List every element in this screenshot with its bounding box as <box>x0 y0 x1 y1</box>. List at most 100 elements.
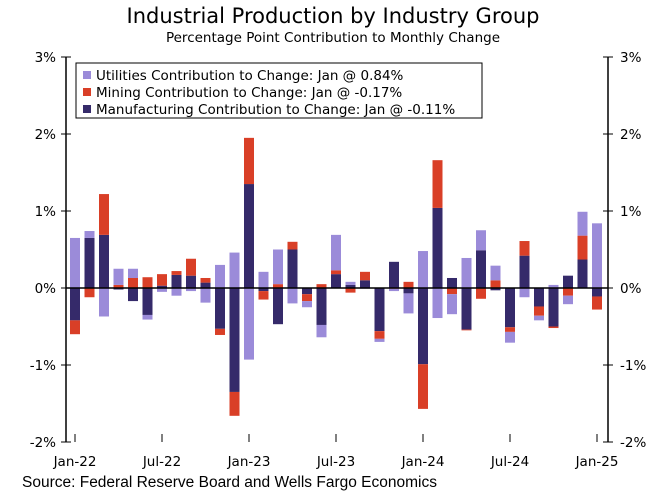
bar-utilities-Jan-22 <box>70 237 80 288</box>
bar-utilities-Oct-24 <box>548 284 559 288</box>
bar-mining-Nov-22 <box>215 328 225 335</box>
bar-manufacturing-Feb-24 <box>432 207 443 288</box>
bar-utilities-May-24 <box>476 230 486 251</box>
right-tick-label: -1% <box>620 358 646 374</box>
bar-manufacturing-Jun-24 <box>490 288 501 291</box>
bar-utilities-Feb-22 <box>84 231 95 238</box>
right-tick-label: 3% <box>620 50 642 66</box>
bar-manufacturing-Dec-22 <box>229 288 240 392</box>
bar-utilities-Mar-23 <box>273 249 283 285</box>
bar-mining-Jun-23 <box>316 284 327 288</box>
bar-manufacturing-Sep-24 <box>534 288 544 307</box>
bar-utilities-Feb-23 <box>258 271 269 288</box>
right-tick-label: 1% <box>620 204 642 220</box>
bar-utilities-Jan-24 <box>418 251 428 288</box>
legend-entry: Utilities Contribution to Change: Jan @ … <box>96 68 404 84</box>
bar-mining-May-22 <box>128 277 138 288</box>
x-tick-label: Jul-24 <box>490 454 529 470</box>
bar-utilities-Dec-23 <box>403 293 414 314</box>
bar-utilities-Sep-22 <box>186 288 196 292</box>
legend-entry: Mining Contribution to Change: Jan @ -0.… <box>96 85 402 101</box>
bar-mining-Dec-23 <box>403 281 414 288</box>
x-tick-label: Jan-25 <box>575 454 619 470</box>
bar-utilities-Aug-22 <box>171 288 182 296</box>
bar-utilities-Dec-24 <box>577 211 588 236</box>
bar-mining-Oct-22 <box>200 277 211 283</box>
bar-utilities-Jul-24 <box>505 331 515 343</box>
bar-utilities-Jul-22 <box>157 288 167 292</box>
bar-mining-Jun-24 <box>490 280 501 288</box>
bar-mining-Sep-24 <box>534 306 544 316</box>
bar-mining-Aug-22 <box>171 271 182 275</box>
bar-manufacturing-Oct-22 <box>200 282 211 288</box>
bar-manufacturing-Jan-25 <box>592 288 602 297</box>
bar-utilities-Jun-22 <box>142 314 153 320</box>
legend-swatch <box>83 105 91 113</box>
bar-manufacturing-Mar-23 <box>273 288 283 325</box>
bar-mining-Oct-24 <box>548 326 559 329</box>
bar-mining-Aug-23 <box>345 288 356 293</box>
bar-manufacturing-Jun-23 <box>316 288 327 325</box>
bar-utilities-Apr-24 <box>461 257 472 288</box>
bar-manufacturing-Mar-24 <box>447 277 457 288</box>
bar-utilities-Aug-24 <box>519 288 530 298</box>
bar-mining-Oct-23 <box>374 331 385 339</box>
bar-utilities-Jul-23 <box>331 234 341 271</box>
bar-manufacturing-Oct-24 <box>548 288 559 327</box>
bar-manufacturing-Apr-22 <box>113 288 124 290</box>
x-tick-label: Jan-23 <box>227 454 271 470</box>
bar-utilities-Jan-23 <box>244 288 254 360</box>
bar-mining-Feb-24 <box>432 160 443 208</box>
bar-mining-Dec-22 <box>229 391 240 416</box>
bar-manufacturing-Feb-22 <box>84 237 95 288</box>
x-tick-label: Jan-22 <box>53 454 97 470</box>
chart-title: Industrial Production by Industry Group <box>126 4 540 28</box>
bar-manufacturing-Dec-23 <box>403 288 414 294</box>
bar-mining-Jul-22 <box>157 274 167 286</box>
legend-box <box>75 62 483 119</box>
bar-utilities-Oct-22 <box>200 288 211 303</box>
bar-utilities-Jun-24 <box>490 265 501 281</box>
right-tick-label: 2% <box>620 127 642 143</box>
bar-manufacturing-Mar-22 <box>99 234 109 288</box>
bar-mining-Jan-25 <box>592 296 602 310</box>
bar-mining-Sep-22 <box>186 258 196 276</box>
bar-manufacturing-Dec-24 <box>577 259 588 288</box>
bar-mining-Nov-24 <box>563 288 573 296</box>
bar-manufacturing-Aug-22 <box>171 274 182 288</box>
bar-manufacturing-Nov-23 <box>389 261 399 288</box>
bar-utilities-Aug-23 <box>345 281 356 285</box>
bar-utilities-Oct-23 <box>374 338 385 342</box>
bar-manufacturing-Feb-23 <box>258 288 269 292</box>
legend-swatch <box>83 71 91 79</box>
bar-mining-Apr-24 <box>461 329 472 331</box>
x-tick-label: Jul-22 <box>142 454 181 470</box>
bar-manufacturing-Jun-22 <box>142 288 153 315</box>
bar-manufacturing-Jan-23 <box>244 184 254 288</box>
bar-mining-May-23 <box>302 294 312 302</box>
bar-utilities-Jan-25 <box>592 223 602 288</box>
bar-mining-Jul-23 <box>331 270 341 275</box>
bar-utilities-Apr-23 <box>287 288 298 304</box>
bar-manufacturing-Sep-23 <box>360 280 370 288</box>
x-tick-label: Jul-23 <box>316 454 355 470</box>
bar-manufacturing-Jul-23 <box>331 274 341 288</box>
bar-mining-Feb-22 <box>84 288 95 298</box>
bar-mining-Mar-22 <box>99 194 109 235</box>
bar-manufacturing-May-22 <box>128 288 138 302</box>
bar-mining-Jan-24 <box>418 364 428 409</box>
bar-mining-Jan-23 <box>244 137 254 185</box>
bar-utilities-May-22 <box>128 268 138 278</box>
bar-utilities-Mar-22 <box>99 288 109 317</box>
bar-utilities-Apr-22 <box>113 268 124 285</box>
right-tick-label: 0% <box>620 281 642 297</box>
bar-manufacturing-Apr-23 <box>287 249 298 288</box>
bar-utilities-Sep-24 <box>534 315 544 321</box>
left-tick-label: -2% <box>30 435 56 451</box>
bar-manufacturing-Jan-22 <box>70 288 80 321</box>
bar-manufacturing-May-24 <box>476 250 486 288</box>
legend-entry: Manufacturing Contribution to Change: Ja… <box>96 102 455 118</box>
right-tick-label: -2% <box>620 435 646 451</box>
bar-mining-Apr-23 <box>287 241 298 250</box>
